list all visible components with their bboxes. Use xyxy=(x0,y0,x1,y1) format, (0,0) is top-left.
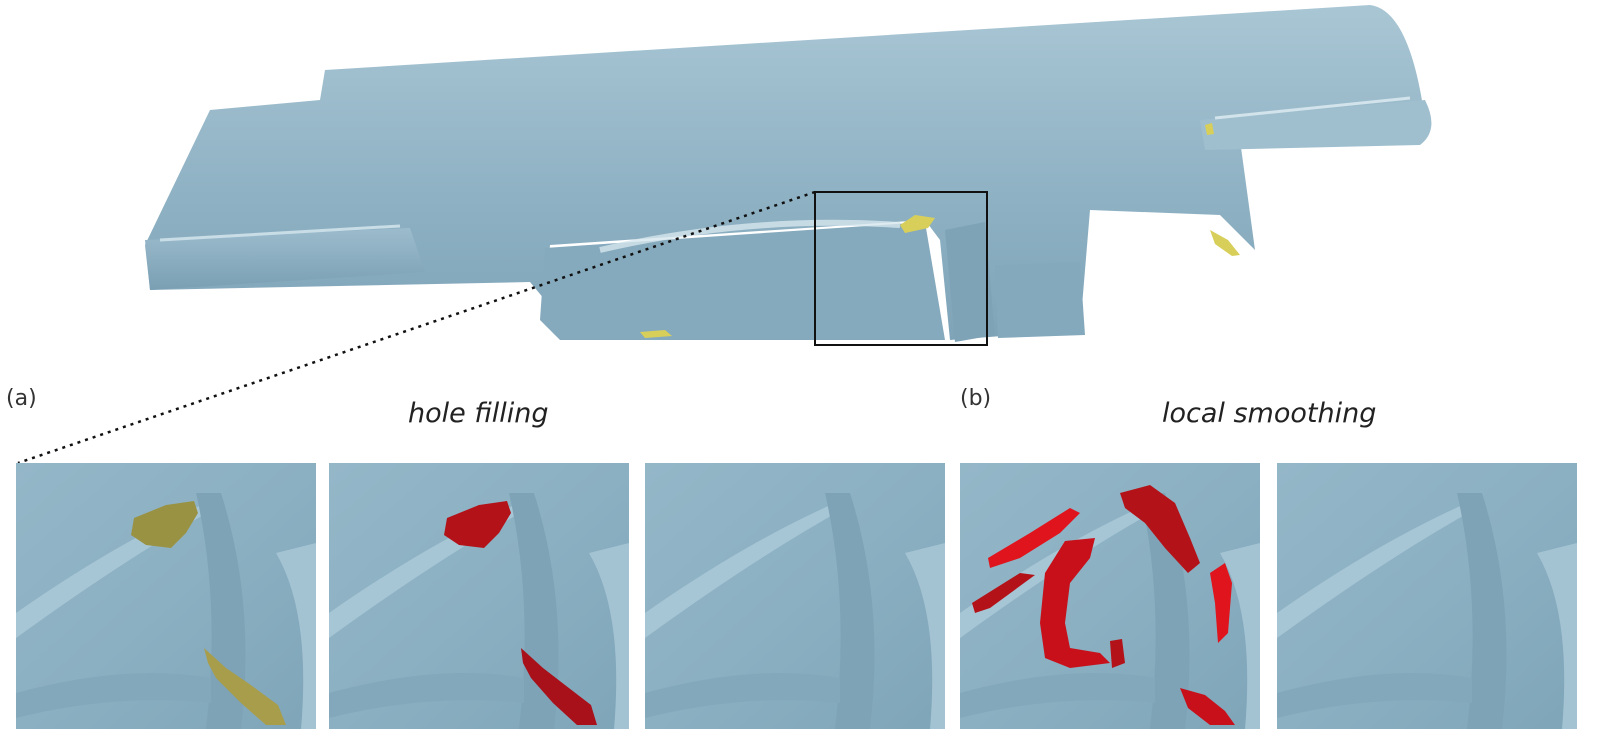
caption-local-smoothing: local smoothing xyxy=(1162,398,1377,429)
panel-label-a: (a) xyxy=(6,386,37,411)
scanned-mesh-model xyxy=(145,5,1432,342)
panel-hole-filled-result xyxy=(645,463,945,729)
smoothing-region xyxy=(972,573,1035,613)
panel-label-b: (b) xyxy=(960,386,992,411)
panel-hole-detection xyxy=(16,463,316,729)
filled-hole-patch xyxy=(444,501,511,548)
smoothing-region xyxy=(1120,485,1200,573)
hole-boundary-marker xyxy=(1210,230,1240,256)
hole-boundary-marker xyxy=(900,215,935,233)
panel-smoothed-result xyxy=(1277,463,1577,729)
smoothing-region xyxy=(1040,538,1110,668)
smoothing-region xyxy=(1210,563,1232,643)
hole-boundary-patch xyxy=(131,501,198,548)
smoothing-region xyxy=(1110,639,1125,668)
panel-filled-patches xyxy=(329,463,629,729)
hole-boundary-marker xyxy=(1205,123,1214,135)
smoothing-region xyxy=(988,508,1080,568)
smoothing-region xyxy=(1180,688,1235,725)
zoom-region-box xyxy=(814,191,988,346)
hole-boundary-patch xyxy=(204,648,286,725)
panel-smoothing-regions xyxy=(960,463,1260,729)
filled-hole-patch xyxy=(521,648,597,725)
hole-boundary-marker xyxy=(640,330,672,338)
caption-hole-filling: hole filling xyxy=(408,398,549,429)
